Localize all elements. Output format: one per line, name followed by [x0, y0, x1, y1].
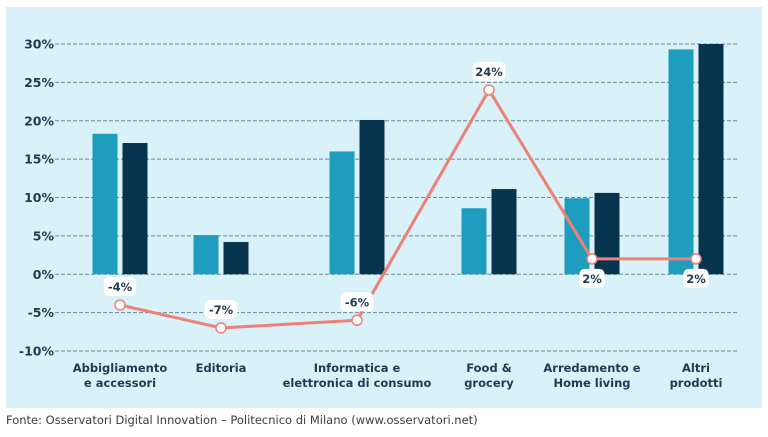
chart-panel: 30% 25% 20% 15% 10% 5% 0% -5% -10% -4% -7% -6% 24% 2%…: [6, 7, 762, 408]
bar-series-dark: [359, 119, 385, 275]
bar-series-dark: [698, 44, 724, 275]
bar-series-dark: [491, 189, 517, 275]
data-label-box: [340, 292, 374, 312]
data-label: -4%: [108, 280, 133, 294]
bar-series-dark: [122, 143, 148, 275]
x-tick-label: Home living: [553, 376, 630, 390]
data-label-box: [579, 268, 605, 288]
line-point: [351, 314, 363, 327]
y-tick-label: 15%: [24, 152, 54, 167]
line-point: [215, 322, 227, 334]
data-label-box: [204, 299, 238, 319]
bar-series-light: [329, 151, 355, 275]
line-point: [114, 299, 126, 311]
data-label: 24%: [475, 65, 503, 79]
y-tick-label: 10%: [24, 190, 54, 205]
y-tick-label: -10%: [19, 344, 55, 359]
y-tick-label: 30%: [24, 37, 54, 52]
y-tick-label: 25%: [24, 75, 54, 90]
bar-series-light: [668, 49, 694, 275]
x-tick-label: Altri: [682, 361, 710, 375]
line-point: [483, 84, 495, 96]
y-tick-label: 20%: [24, 113, 54, 128]
x-tick-label: Editoria: [196, 361, 247, 375]
line-point: [586, 253, 598, 265]
y-tick-label: -5%: [28, 305, 55, 320]
x-tick-label: e accessori: [84, 376, 156, 390]
bar-series-light: [461, 208, 487, 275]
data-label-box: [472, 62, 506, 82]
data-label: 2%: [686, 272, 706, 286]
bar-series-dark: [223, 242, 249, 275]
x-tick-label: Informatica e: [314, 361, 401, 375]
y-tick-label: 0%: [33, 267, 55, 282]
x-tick-label: Arredamento e: [543, 361, 640, 375]
x-tick-label: elettronica di consumo: [283, 376, 432, 390]
x-tick-label: grocery: [464, 376, 514, 390]
x-tick-label: prodotti: [670, 376, 723, 390]
data-label-box: [683, 268, 709, 288]
data-label: -6%: [345, 295, 370, 309]
x-tick-label: Abbigliamento: [73, 361, 168, 375]
bar-series-light: [193, 235, 219, 275]
line-series: [119, 88, 696, 330]
line-point: [690, 253, 702, 265]
y-tick-label: 5%: [33, 228, 55, 243]
x-tick-label: Food &: [466, 361, 511, 375]
bar-series-dark: [594, 192, 620, 275]
data-label: -7%: [209, 303, 234, 317]
source-note: Fonte: Osservatori Digital Innovation – …: [6, 413, 478, 427]
data-label-box: [103, 276, 137, 296]
chart: 30% 25% 20% 15% 10% 5% 0% -5% -10% -4% -7% -6% 24% 2%…: [19, 37, 737, 390]
data-label: 2%: [582, 272, 602, 286]
bar-series-light: [92, 133, 118, 275]
